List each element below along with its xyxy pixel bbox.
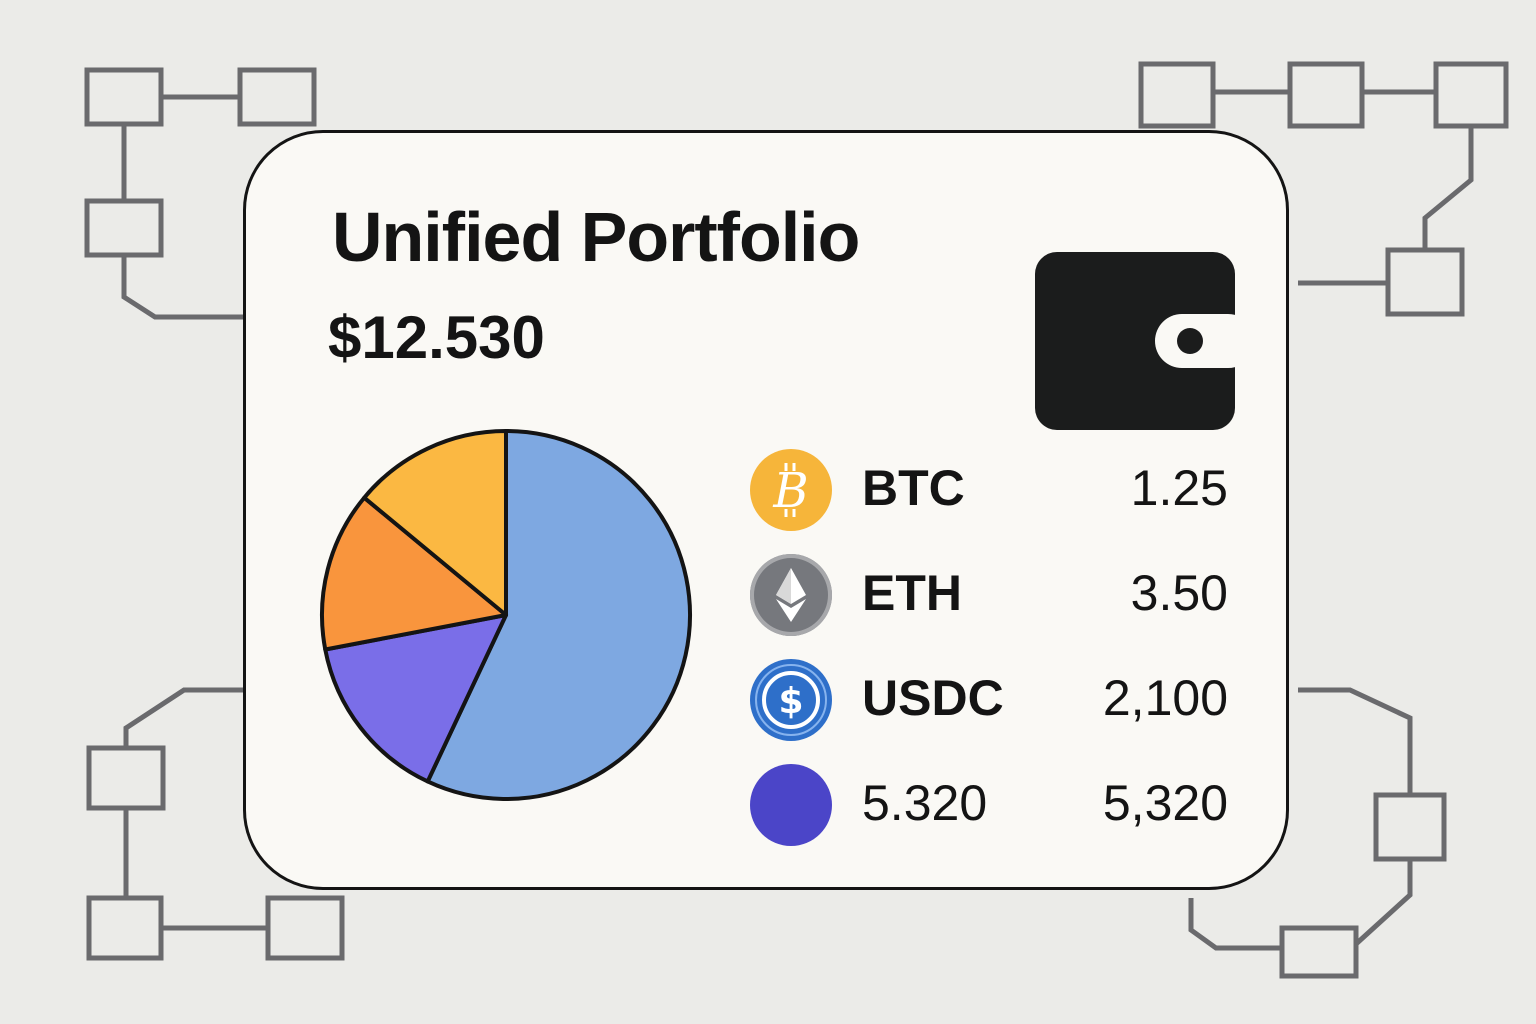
wallet-icon[interactable] <box>1035 252 1235 430</box>
holdings-list: B BTC 1.25 ETH 3.50 <box>748 441 1228 861</box>
svg-text:$: $ <box>778 681 803 722</box>
holding-amount: 2,100 <box>1102 670 1228 726</box>
holding-row-eth[interactable]: ETH 3.50 <box>748 546 1228 651</box>
ethereum-icon <box>750 554 832 636</box>
holding-row-usdc[interactable]: $ USDC 2,100 <box>748 651 1228 756</box>
pie-slice-1 <box>425 429 692 801</box>
holding-symbol: USDC <box>862 670 1004 726</box>
total-value: $12.530 <box>328 304 545 371</box>
page-title: Unified Portfolio <box>332 198 860 276</box>
usdc-icon: $ <box>750 659 832 741</box>
holding-symbol: BTC <box>862 460 965 516</box>
holding-amount: 1.25 <box>1130 460 1228 516</box>
svg-text:B: B <box>772 463 808 519</box>
holding-amount: 3.50 <box>1130 565 1228 621</box>
bitcoin-icon: B <box>750 449 832 531</box>
holding-row-btc[interactable]: B BTC 1.25 <box>748 441 1228 546</box>
pie-slice-4 <box>362 429 508 617</box>
wallet-clasp-dot <box>1177 328 1203 354</box>
pie-slice-2 <box>323 613 508 784</box>
pie-slice-3 <box>320 495 508 652</box>
holding-row-other[interactable]: 5.320 5,320 <box>748 756 1228 861</box>
holding-amount: 5,320 <box>1102 775 1228 831</box>
allocation-pie-chart <box>320 429 692 801</box>
portfolio-card: Unified Portfolio $12.530 B BTC 1.25 <box>243 130 1289 890</box>
holding-symbol: 5.320 <box>862 775 988 831</box>
wallet-clasp <box>1155 314 1235 368</box>
holding-symbol: ETH <box>862 565 962 621</box>
coin-icon <box>750 764 832 846</box>
